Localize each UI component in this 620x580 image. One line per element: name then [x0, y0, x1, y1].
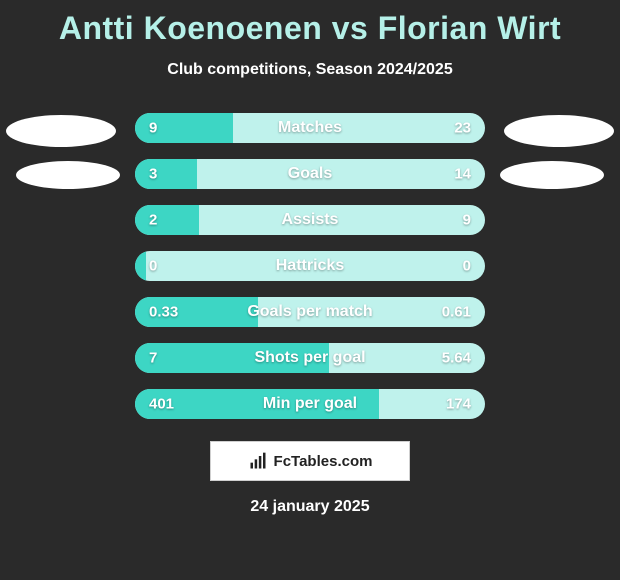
brand-box[interactable]: FcTables.com [210, 441, 410, 481]
stat-label: Shots per goal [135, 349, 485, 367]
player-left-badge-2 [16, 161, 120, 189]
stat-value-right: 174 [446, 396, 471, 413]
stat-label: Goals [135, 165, 485, 183]
player-right-badge-1 [504, 115, 614, 147]
stat-value-right: 5.64 [442, 350, 471, 367]
stat-row: 9Matches23 [135, 113, 485, 143]
brand-label: FcTables.com [274, 453, 373, 470]
stat-label: Assists [135, 211, 485, 229]
stat-row: 7Shots per goal5.64 [135, 343, 485, 373]
stat-value-right: 14 [454, 166, 471, 183]
stat-value-right: 0 [463, 258, 471, 275]
stat-label: Min per goal [135, 395, 485, 413]
stat-value-right: 9 [463, 212, 471, 229]
stat-row: 0.33Goals per match0.61 [135, 297, 485, 327]
player-left-badge-1 [6, 115, 116, 147]
date-label: 24 january 2025 [0, 498, 620, 516]
stat-row: 2Assists9 [135, 205, 485, 235]
stat-row: 0Hattricks0 [135, 251, 485, 281]
page-title: Antti Koenoenen vs Florian Wirt [0, 0, 620, 47]
stat-label: Hattricks [135, 257, 485, 275]
stat-label: Matches [135, 119, 485, 137]
page-subtitle: Club competitions, Season 2024/2025 [0, 61, 620, 79]
stat-value-right: 0.61 [442, 304, 471, 321]
chart-icon [248, 451, 268, 471]
stat-label: Goals per match [135, 303, 485, 321]
stat-value-right: 23 [454, 120, 471, 137]
stat-row: 3Goals14 [135, 159, 485, 189]
player-right-badge-2 [500, 161, 604, 189]
bars-container: 9Matches233Goals142Assists90Hattricks00.… [135, 113, 485, 419]
stat-row: 401Min per goal174 [135, 389, 485, 419]
